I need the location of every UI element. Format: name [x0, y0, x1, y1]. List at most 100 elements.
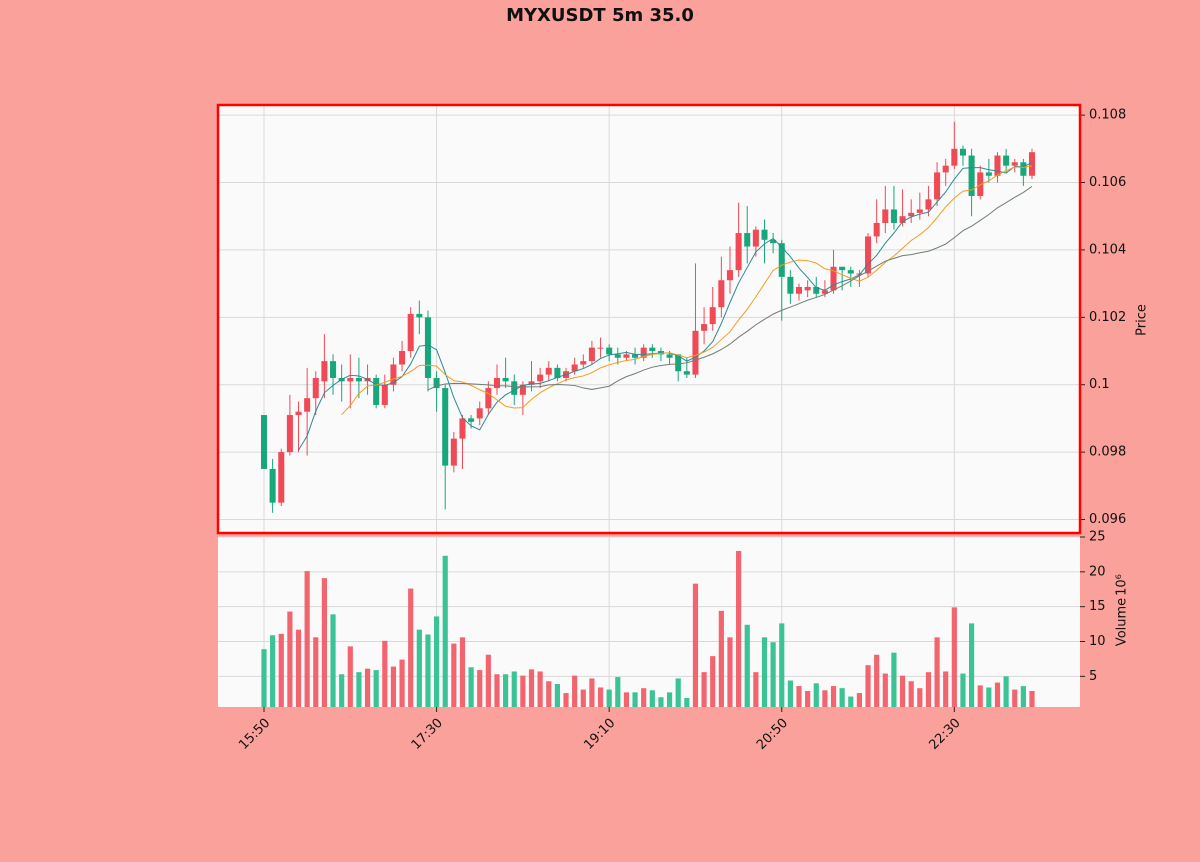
candle-body — [649, 347, 656, 352]
volume-bar — [770, 642, 776, 707]
candle-body — [502, 377, 509, 382]
candle-body — [485, 388, 492, 409]
volume-bar — [287, 611, 293, 707]
highlight-border — [216, 103, 1082, 535]
volume-bar — [779, 623, 785, 707]
volume-bar — [528, 669, 535, 707]
candle-body — [899, 216, 906, 223]
volume-bar — [865, 665, 871, 707]
candle-body — [839, 266, 846, 271]
candle-body — [321, 361, 328, 382]
volume-bar — [856, 693, 863, 707]
candle-body — [821, 290, 828, 294]
volume-bar — [744, 624, 750, 707]
volume-bar — [813, 683, 819, 707]
volume-bar — [347, 646, 353, 707]
candle-body — [675, 354, 682, 372]
volume-bar — [278, 633, 284, 707]
candle-body — [312, 377, 319, 399]
volume-bar — [261, 649, 267, 707]
candle-body — [977, 172, 984, 196]
volume-bar — [632, 692, 638, 707]
y-tick-label: 0.106 — [1089, 175, 1126, 190]
candle-body — [856, 273, 863, 275]
volume-bar — [917, 688, 923, 707]
candle-body — [787, 276, 794, 294]
candle-body — [390, 364, 397, 385]
candle-body — [476, 408, 483, 419]
candle-body — [709, 307, 716, 325]
candle-body — [545, 367, 552, 375]
candle-body — [1003, 155, 1010, 166]
volume-bar — [1012, 689, 1018, 707]
volume-bar — [597, 687, 604, 707]
volume-bar — [270, 635, 276, 707]
y-tick-label: 15 — [1089, 599, 1106, 614]
volume-bar — [468, 667, 474, 707]
y-tick-label: 10 — [1089, 634, 1106, 649]
candle-body — [752, 229, 759, 247]
volume-bar — [805, 690, 811, 707]
volume-bar — [477, 670, 483, 707]
candle-body — [295, 411, 302, 416]
candle-body — [985, 172, 992, 176]
volume-bar — [761, 637, 768, 707]
volume-bar — [753, 672, 759, 707]
y-tick-label: 0.098 — [1089, 445, 1126, 460]
x-tick-label: 19:10 — [581, 716, 618, 753]
candle-body — [614, 354, 621, 358]
volume-bar — [977, 685, 983, 707]
volume-bar — [969, 623, 975, 707]
volume-bar — [364, 668, 371, 707]
volume-bar — [416, 629, 422, 707]
y-tick-label: 0.096 — [1089, 512, 1126, 527]
volume-bar — [572, 675, 578, 707]
candle-body — [286, 415, 293, 453]
volume-bar — [373, 670, 379, 707]
volume-bar — [1003, 676, 1009, 707]
volume-bar — [606, 689, 612, 707]
y-tick-label: 0.1 — [1089, 377, 1110, 392]
volume-bar — [692, 583, 699, 707]
candle-body — [424, 317, 431, 378]
volume-bar — [330, 614, 336, 707]
volume-bar — [641, 688, 647, 707]
candle-body — [528, 381, 535, 385]
volume-bar — [546, 681, 552, 707]
candle-body — [606, 347, 613, 355]
candle-body — [1020, 162, 1027, 176]
volume-bar — [623, 692, 630, 707]
candle-body — [666, 354, 673, 358]
volume-bar — [321, 578, 327, 707]
volume-bar — [684, 697, 690, 707]
candle-body — [804, 286, 811, 291]
candle-body — [355, 377, 362, 382]
volume-bar — [580, 689, 586, 707]
candle-body — [537, 374, 544, 382]
volume-bar — [839, 688, 845, 707]
volume-bar — [339, 674, 345, 707]
volume-bar — [563, 693, 569, 707]
x-tick-label: 15:50 — [236, 716, 273, 753]
candle-body — [770, 239, 777, 244]
volume-bar — [649, 690, 655, 707]
candle-body — [865, 236, 872, 274]
volume-bar — [736, 550, 742, 707]
candle-body — [269, 468, 276, 503]
volume-bar — [925, 672, 932, 707]
candle-body — [381, 384, 388, 405]
volume-bar — [675, 678, 681, 707]
volume-bar — [701, 672, 707, 707]
volume-bar — [787, 680, 793, 707]
volume-bar — [425, 634, 431, 707]
volume-bar — [822, 690, 828, 707]
candle-body — [493, 377, 501, 389]
candle-body — [304, 398, 311, 412]
volume-axis-unit: 10⁶ — [1115, 574, 1130, 596]
x-tick-label: 22:30 — [927, 716, 964, 753]
candle-body — [278, 452, 285, 503]
y-axis-title: Price — [1135, 304, 1150, 336]
candle-body — [830, 266, 837, 291]
candle-body — [433, 377, 440, 389]
candle-body — [873, 222, 880, 237]
